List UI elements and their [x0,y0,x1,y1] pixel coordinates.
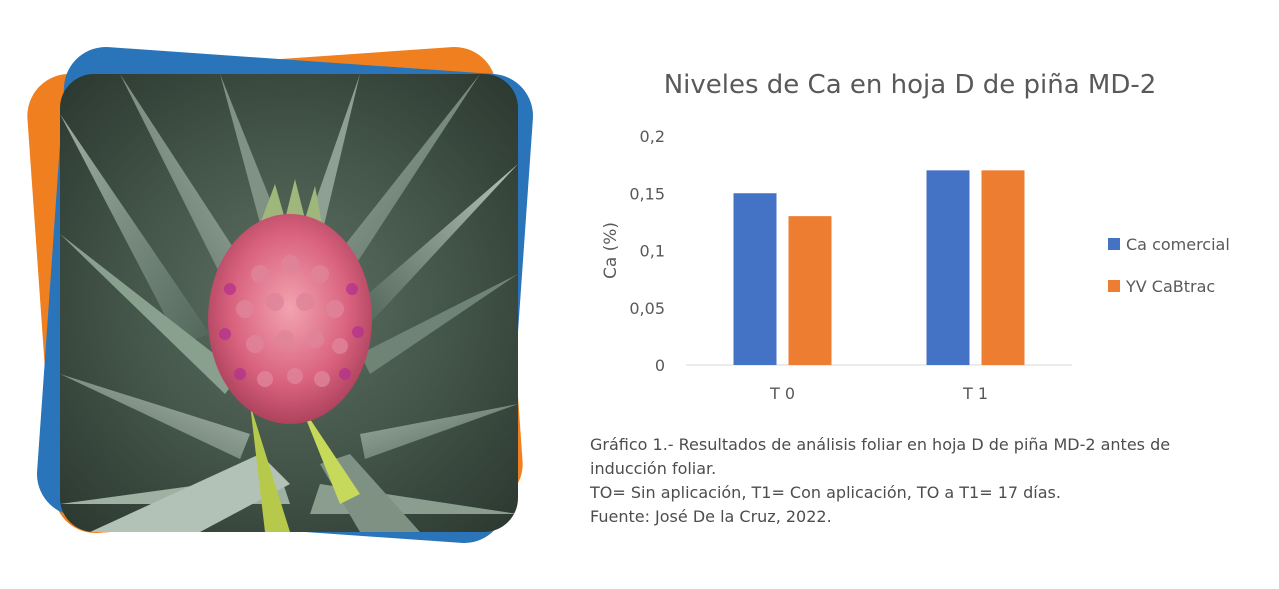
y-tick-label: 0,15 [629,184,665,203]
pineapple-photo [60,74,518,532]
bar [733,193,777,365]
legend-swatch-yv-cabtrac [1108,280,1120,292]
caption-line-2: TO= Sin aplicación, T1= Con aplicación, … [590,483,1061,502]
legend-item-yv-cabtrac: YV CaBtrac [1108,274,1230,298]
photo-frame [24,40,550,560]
chart-legend: Ca comercial YV CaBtrac [1108,232,1230,316]
legend-item-ca-comercial: Ca comercial [1108,232,1230,256]
legend-swatch-ca-comercial [1108,238,1120,250]
pineapple-illustration [60,74,518,532]
x-tick-label: T 1 [962,384,988,403]
y-tick-label: 0,05 [629,299,665,318]
legend-label-ca-comercial: Ca comercial [1126,234,1230,254]
caption-line-1: Gráfico 1.- Resultados de análisis folia… [590,435,1171,478]
bar [788,216,832,365]
y-axis-label: Ca (%) [601,222,621,279]
y-tick-label: 0,2 [640,127,665,146]
bar [926,170,970,365]
legend-label-yv-cabtrac: YV CaBtrac [1126,276,1216,296]
chart-title: Niveles de Ca en hoja D de piña MD-2 [663,70,1157,100]
bar [981,170,1025,365]
y-tick-label: 0 [655,356,665,375]
caption-line-3: Fuente: José De la Cruz, 2022. [590,507,832,526]
figure-caption: Gráfico 1.- Resultados de análisis folia… [590,433,1230,529]
bar-chart: 0 0,05 0,1 0,15 0,2 Ca (%) T 0 T 1 [601,127,1072,403]
x-tick-label: T 0 [769,384,795,403]
y-tick-label: 0,1 [640,242,665,261]
